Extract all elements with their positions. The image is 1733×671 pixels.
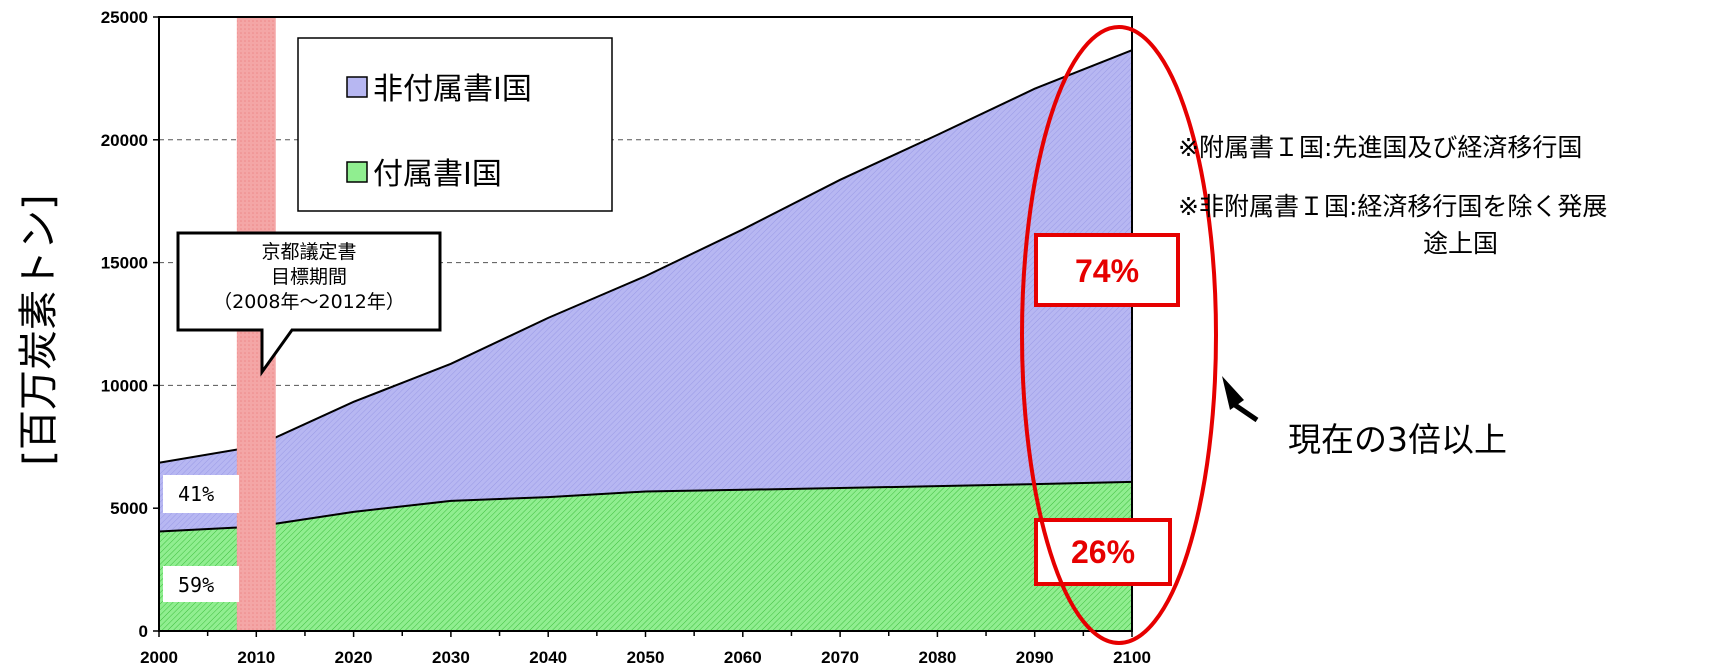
line-series-total bbox=[158, 49, 1133, 464]
x-tick-label: 2010 bbox=[237, 648, 275, 667]
y-tick-label: 25000 bbox=[101, 8, 148, 27]
y-tick-label: 10000 bbox=[101, 376, 148, 395]
x-tick-label: 2000 bbox=[140, 648, 178, 667]
pct-label-bg-lower-2000 bbox=[163, 566, 239, 602]
pct-box-lower-2100 bbox=[1034, 518, 1172, 586]
y-tick-label: 0 bbox=[139, 622, 148, 641]
y-tick-label: 15000 bbox=[101, 254, 148, 273]
y-axis-title: [百万炭素トン] bbox=[16, 194, 62, 465]
pct-label-lower-2000: 59% bbox=[178, 573, 214, 597]
pct-box-upper-2100 bbox=[1034, 233, 1180, 307]
kyoto-callout: 京都議定書 目標期間 （2008年～2012年） bbox=[176, 231, 442, 377]
callout-line-3: （2008年～2012年） bbox=[213, 291, 405, 313]
x-tick-label: 2040 bbox=[529, 648, 567, 667]
x-tick-label: 2030 bbox=[432, 648, 470, 667]
note-non-annex-i-cont: 途上国 bbox=[1423, 229, 1498, 258]
x-axis: 2000 2010 2020 2030 2040 2050 2060 2070 2080 2090… bbox=[140, 631, 1151, 667]
arrow-label: 現在の3倍以上 bbox=[1288, 420, 1507, 459]
legend-label-annex-i: 付属書I国 bbox=[373, 157, 502, 192]
line-series-annex-i bbox=[158, 480, 1133, 533]
note-non-annex-i: ※非附属書Ｉ国:経済移行国を除く発展 bbox=[1178, 192, 1607, 221]
y-tick-label: 20000 bbox=[101, 131, 148, 150]
pct-label-bg-upper-2000 bbox=[163, 475, 239, 513]
callout-line-1: 京都議定書 bbox=[261, 241, 356, 263]
y-tick-label: 5000 bbox=[110, 499, 148, 518]
area-series-annex-i bbox=[159, 481, 1132, 631]
pct-label-lower-2100: 26% bbox=[1071, 534, 1135, 570]
legend: 非付属書I国 付属書I国 bbox=[297, 37, 613, 212]
x-tick-label: 2090 bbox=[1016, 648, 1054, 667]
callout-line-2: 目標期間 bbox=[271, 266, 347, 288]
x-tick-label: 2070 bbox=[821, 648, 859, 667]
x-tick-label: 2060 bbox=[724, 648, 762, 667]
legend-box bbox=[297, 37, 613, 212]
x-tick-label: 2100 bbox=[1113, 648, 1151, 667]
arrow-shaft bbox=[1230, 400, 1259, 423]
arrow-head bbox=[1222, 376, 1244, 410]
legend-swatch-annex-i bbox=[346, 161, 368, 183]
x-tick-label: 2080 bbox=[918, 648, 956, 667]
area-series-non-annex-i bbox=[159, 50, 1132, 532]
note-annex-i: ※附属書Ｉ国:先進国及び経済移行国 bbox=[1178, 133, 1582, 162]
y-axis: 0 5000 10000 15000 20000 25000 bbox=[101, 8, 159, 641]
highlight-ellipse bbox=[1020, 25, 1218, 645]
legend-swatch-non-annex-i bbox=[346, 76, 368, 98]
callout-box bbox=[176, 231, 442, 377]
legend-label-non-annex-i: 非付属書I国 bbox=[373, 72, 532, 107]
x-tick-label: 2020 bbox=[335, 648, 373, 667]
pct-label-upper-2100: 74% bbox=[1075, 253, 1139, 289]
x-tick-label: 2050 bbox=[627, 648, 665, 667]
pct-label-upper-2000: 41% bbox=[178, 482, 214, 506]
